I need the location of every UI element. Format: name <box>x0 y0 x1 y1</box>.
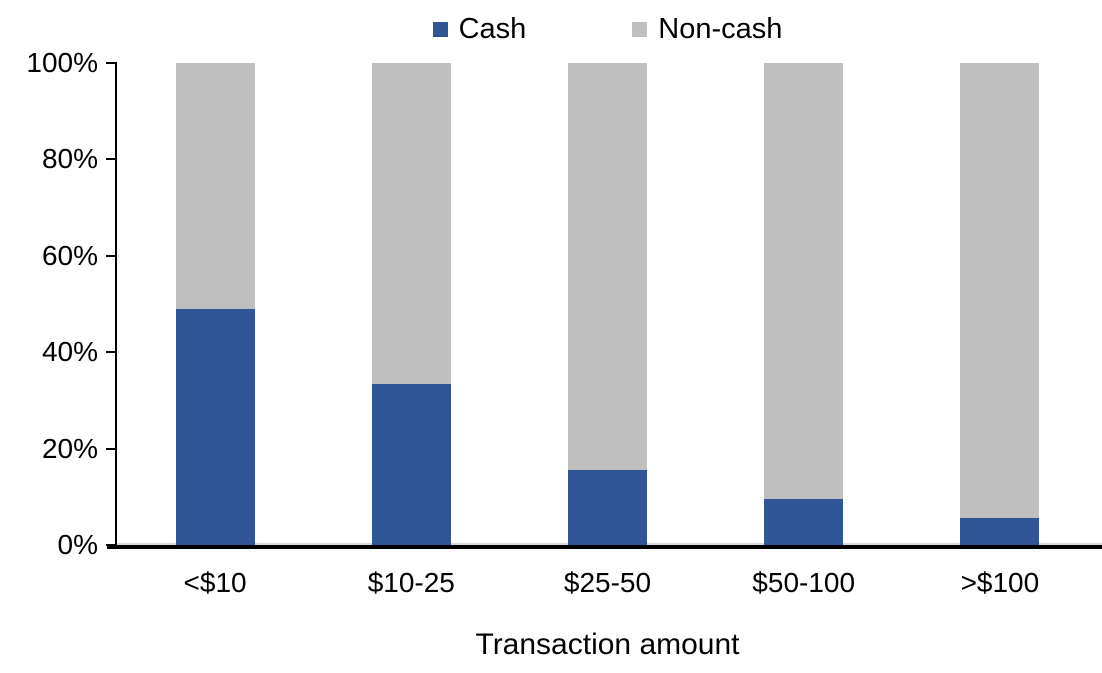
legend: Cash Non-cash <box>117 12 1098 46</box>
y-axis-line <box>115 63 117 545</box>
noncash-legend-swatch <box>632 21 648 37</box>
y-axis-tick <box>106 158 117 161</box>
bar-segment-cash <box>175 308 255 545</box>
x-tick-label: >$100 <box>960 567 1040 598</box>
bar-segment-cash <box>960 518 1040 545</box>
x-tick-label: <$10 <box>183 567 247 598</box>
bar-segment-noncash <box>175 63 255 309</box>
x-axis-line <box>107 545 1102 549</box>
y-tick-label: 80% <box>41 143 98 175</box>
x-tick-label: $25-50 <box>563 567 652 598</box>
y-axis-tick <box>106 351 117 354</box>
y-axis-tick <box>106 62 117 64</box>
x-tick-label: $10-25 <box>367 567 455 598</box>
bar-segment-noncash <box>568 63 647 471</box>
stacked-bar <box>764 63 844 545</box>
cash-legend-swatch <box>432 21 448 37</box>
stacked-bar <box>175 63 255 545</box>
y-tick-label: 0% <box>57 529 98 560</box>
x-axis-title: Transaction amount <box>475 628 740 661</box>
y-axis-tick <box>106 254 117 257</box>
plot-area: 0% 20% 40% 60% 80% 100% <box>26 49 1102 559</box>
bar-segment-cash <box>371 383 451 545</box>
noncash-legend-label: Non-cash <box>658 13 783 45</box>
bar-segment-noncash <box>960 63 1040 519</box>
cash-legend-label: Cash <box>458 13 527 45</box>
stacked-bar <box>960 63 1040 545</box>
bar-segment-cash <box>568 470 647 545</box>
legend-item-noncash: Non-cash <box>632 13 782 45</box>
y-tick-label: 60% <box>41 239 98 271</box>
y-tick-label: 40% <box>41 336 98 368</box>
legend-item-cash: Cash <box>432 13 527 45</box>
x-axis-labels: <$10 $10-25 $25-50 $50-100 >$100 <box>117 567 1098 599</box>
y-axis-tick <box>106 447 117 450</box>
y-tick-label: 100% <box>26 47 98 78</box>
stacked-bar <box>371 63 451 545</box>
bar-segment-cash <box>764 499 844 545</box>
stacked-bar <box>568 63 647 545</box>
y-tick-label: 20% <box>41 432 98 464</box>
bar-segment-noncash <box>764 63 844 500</box>
bar-segment-noncash <box>371 63 451 384</box>
x-tick-label: $50-100 <box>752 567 856 598</box>
